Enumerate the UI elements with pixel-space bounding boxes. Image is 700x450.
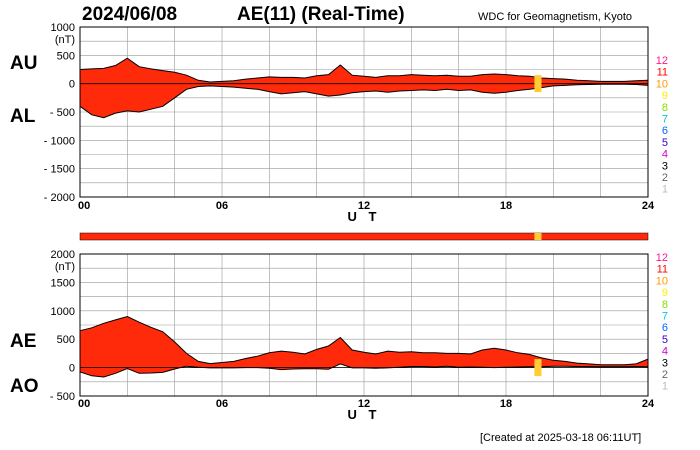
station-count-label: 8 — [662, 299, 668, 311]
station-count-label: 8 — [662, 102, 668, 114]
station-count-label: 2 — [662, 369, 668, 381]
y-unit-label: (nT) — [55, 34, 75, 46]
y-tick-label: 1000 — [51, 22, 75, 34]
x-axis-label: U T — [348, 407, 381, 422]
series-line-ae — [79, 315, 649, 366]
station-count-label: 11 — [657, 264, 668, 276]
station-count-label: 1 — [662, 184, 668, 196]
station-count-label: 7 — [662, 311, 668, 323]
index-envelope-area — [80, 58, 648, 118]
station-count-label: 7 — [662, 114, 668, 126]
plot-frame — [79, 253, 649, 397]
station-count-label: 11 — [657, 67, 668, 79]
chart-date: 2024/06/08 — [82, 4, 178, 25]
series-label-ae: AE — [10, 331, 36, 352]
x-tick-label: 24 — [642, 200, 655, 212]
x-tick-label: 00 — [78, 398, 90, 410]
y-tick-label: 1500 — [51, 277, 75, 289]
x-tick-label: 18 — [500, 398, 512, 410]
plot-frame — [79, 26, 649, 198]
x-tick-label: 18 — [500, 200, 512, 212]
y-tick-label: 0 — [69, 363, 75, 375]
series-line-al — [79, 83, 649, 119]
y-unit-label: (nT) — [55, 261, 75, 273]
x-tick-label: 06 — [216, 200, 228, 212]
station-count-label: 1 — [662, 381, 668, 393]
y-tick-label: - 2000 — [44, 192, 75, 204]
y-tick-label: 2000 — [51, 249, 75, 261]
station-count-label: 9 — [662, 90, 668, 102]
y-tick-label: 0 — [69, 79, 75, 91]
station-count-label: 5 — [662, 137, 668, 149]
x-tick-label: 24 — [642, 398, 655, 410]
chart-title: AE(11) (Real-Time) — [237, 4, 405, 25]
series-label-al: AL — [10, 106, 36, 127]
station-count-label: 9 — [662, 287, 668, 299]
y-tick-label: - 1000 — [44, 135, 75, 147]
station-count-label: 10 — [656, 275, 668, 287]
data-availability-bar — [79, 232, 649, 241]
x-tick-label: 06 — [216, 398, 228, 410]
y-tick-label: 500 — [57, 334, 75, 346]
station-count-label: 12 — [656, 55, 668, 67]
station-count-label: 2 — [662, 172, 668, 184]
station-count-label: 5 — [662, 334, 668, 346]
station-count-label: 10 — [656, 78, 668, 90]
y-tick-label: - 500 — [50, 391, 75, 403]
station-count-label: 6 — [662, 322, 668, 334]
data-gap-marker — [534, 75, 542, 93]
x-tick-label: 12 — [358, 200, 370, 212]
au-al-panel: 1000 500 0 - 500 - 1000 - 1500 - 2000 (nT) 00 06 1… — [10, 22, 668, 224]
x-axis-label: U T — [348, 209, 381, 224]
y-tick-label: 1000 — [51, 306, 75, 318]
x-tick-label: 12 — [358, 398, 370, 410]
station-count-label: 3 — [662, 357, 668, 369]
station-count-label: 4 — [662, 149, 668, 161]
availability-bar-fill — [79, 232, 649, 241]
series-label-ao: AO — [10, 376, 39, 397]
data-gap-marker — [534, 359, 542, 377]
index-envelope-area — [80, 316, 648, 377]
station-count-label: 6 — [662, 125, 668, 137]
station-count-label: 4 — [662, 346, 668, 358]
created-timestamp: [Created at 2025-03-18 06:11UT] — [480, 432, 642, 444]
data-source-credit: WDC for Geomagnetism, Kyoto — [478, 11, 633, 23]
availability-bar-gap — [534, 233, 542, 240]
series-label-au: AU — [10, 53, 37, 74]
y-tick-label: - 1500 — [44, 164, 75, 176]
y-tick-label: 500 — [57, 50, 75, 62]
y-tick-label: - 500 — [50, 107, 75, 119]
station-count-label: 12 — [656, 252, 668, 264]
series-line-au — [79, 57, 649, 83]
x-tick-label: 00 — [78, 200, 90, 212]
station-count-label: 3 — [662, 160, 668, 172]
